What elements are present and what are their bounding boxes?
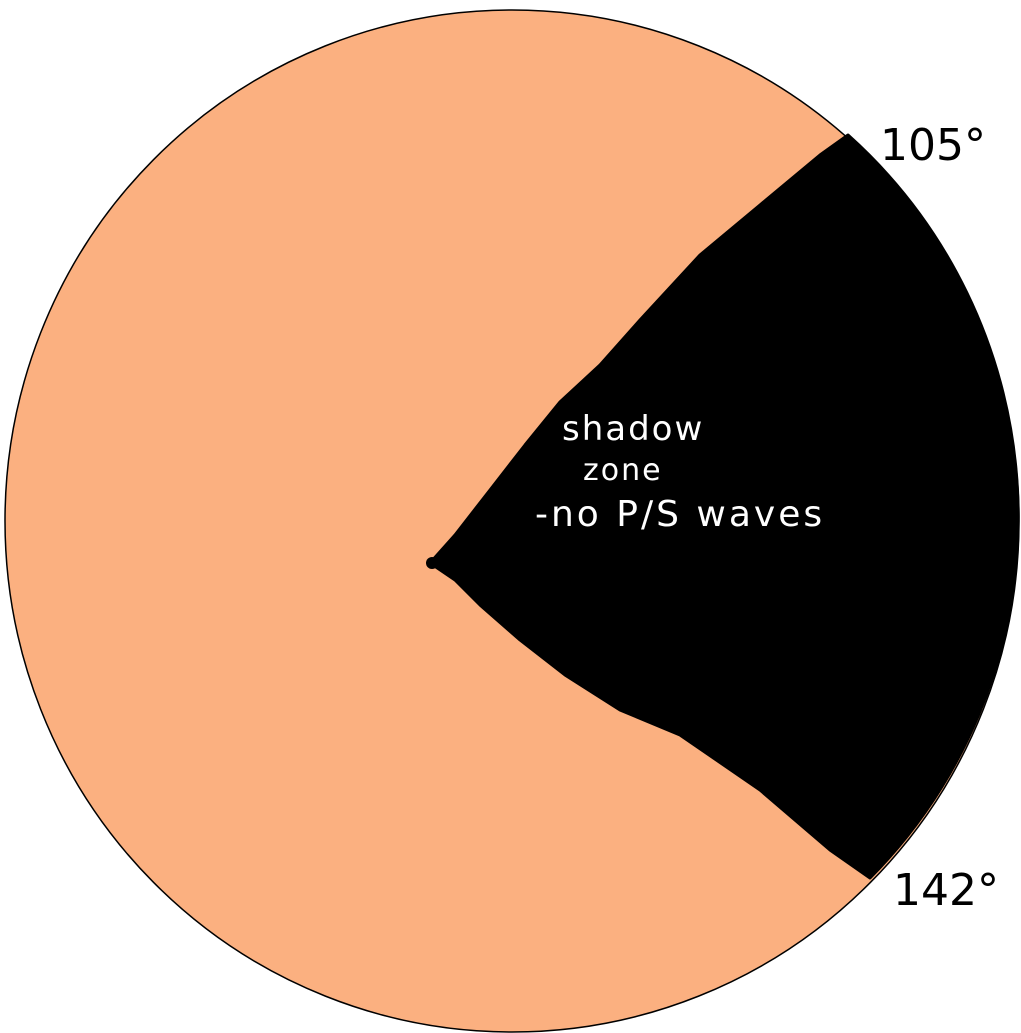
- angle-label-105: 105°: [880, 120, 986, 171]
- shadow-zone-label-line2: zone: [583, 453, 663, 488]
- angle-label-142: 142°: [893, 865, 999, 916]
- center-point: [426, 557, 438, 569]
- shadow-zone-label-line1: shadow: [562, 409, 704, 449]
- shadow-zone-label-line3: -no P/S waves: [535, 494, 825, 535]
- shadow-zone-wedge: [428, 133, 1020, 880]
